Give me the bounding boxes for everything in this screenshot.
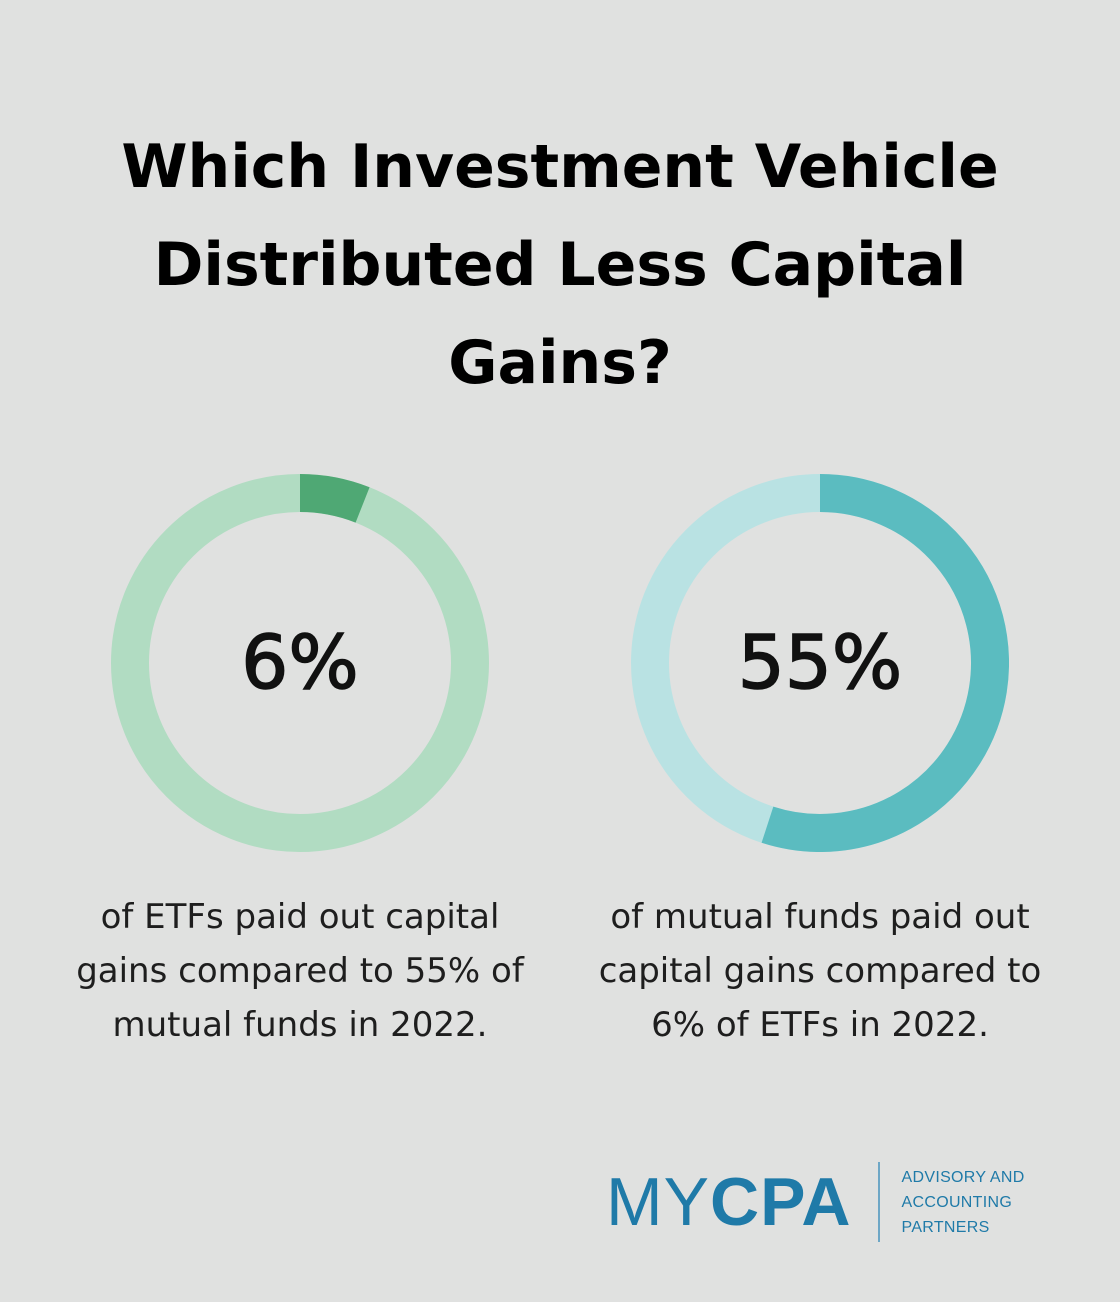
- etf-donut-svg: [111, 474, 489, 852]
- mutual-fund-donut-svg: [631, 474, 1009, 852]
- logo-tagline: ADVISORY AND ACCOUNTING PARTNERS: [902, 1165, 1025, 1240]
- mutual-fund-donut-chart: 55%: [631, 474, 1009, 852]
- mycpa-logo: MY CPA ADVISORY AND ACCOUNTING PARTNERS: [606, 1160, 1025, 1244]
- logo-divider: [877, 1162, 880, 1242]
- etf-percent-label: 6%: [241, 619, 360, 707]
- etf-donut-value-arc: [299, 474, 370, 523]
- logo-tagline-line: PARTNERS: [901, 1218, 990, 1236]
- logo-my-text: MY: [606, 1164, 710, 1240]
- logo-cpa-text: CPA: [710, 1164, 852, 1240]
- page-title: Which Investment Vehicle Distributed Les…: [121, 132, 999, 398]
- mutual-fund-percent-label: 55%: [737, 619, 903, 707]
- etf-caption: of ETFs paid out capital gains compared …: [76, 897, 524, 1045]
- mutual-fund-caption: of mutual funds paid out capital gains c…: [598, 897, 1042, 1045]
- logo-tagline-line: ACCOUNTING: [901, 1193, 1013, 1211]
- mutual-fund-donut-value-arc: [761, 474, 1009, 852]
- etf-donut-chart: 6%: [111, 474, 489, 852]
- logo-tagline-line: ADVISORY AND: [901, 1168, 1025, 1186]
